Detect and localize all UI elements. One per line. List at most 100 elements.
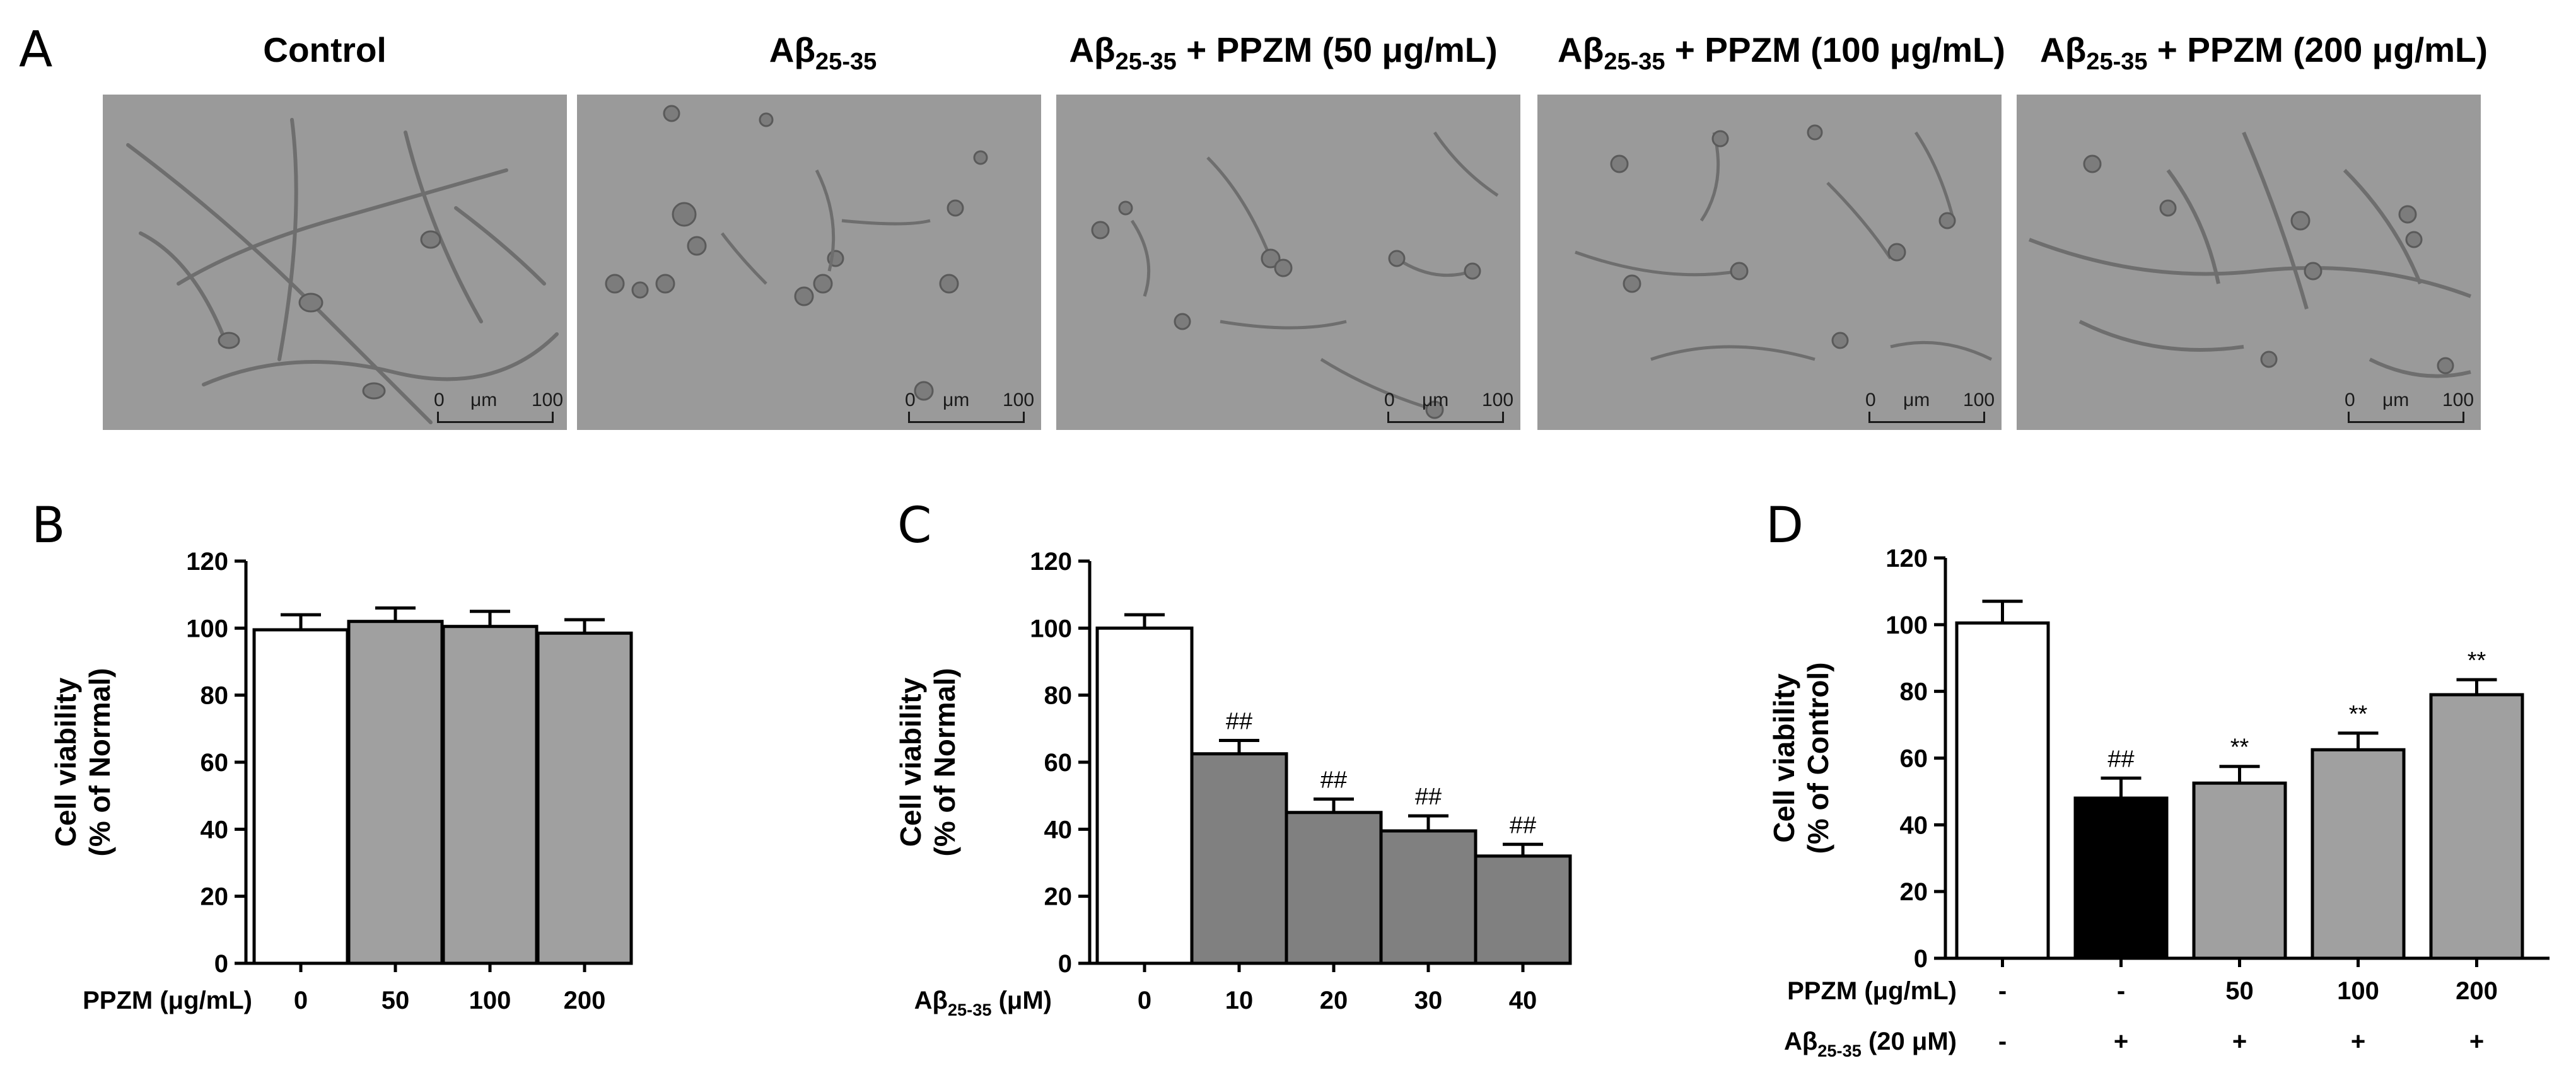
y-tick-label: 0: [1914, 945, 1928, 973]
y-tick-label: 0: [214, 950, 228, 978]
x-tick-label-2: 10: [1225, 987, 1254, 1014]
scale-bar-tick-left: [1868, 412, 1870, 423]
y-axis-label: Cell viability(% of Normal): [49, 668, 116, 857]
y-tick-label: 20: [1044, 883, 1073, 911]
micrograph-abeta: 0 μm 100: [577, 95, 1041, 430]
y-tick-label: 40: [1900, 811, 1928, 839]
scale-unit-label: μm: [470, 390, 498, 410]
chart-panel-d: 0 20 40 60 80 100 120 Cell viability(% of Contr…: [1768, 545, 2550, 1055]
scale-bar-tick-right: [552, 412, 554, 423]
scale-max-label: 100: [532, 390, 564, 410]
significance-mark-3: **: [2230, 734, 2249, 761]
scale-bar-tick-left: [437, 412, 439, 423]
significance-mark-2: ##: [1226, 708, 1252, 734]
significance-mark-2: ##: [2107, 746, 2134, 772]
scale-zero-label: 0: [1865, 390, 1876, 410]
scale-bar: [2348, 421, 2464, 423]
scale-unit-label: μm: [1903, 390, 1930, 410]
y-axis-label: Cell viability(% of Control): [1768, 662, 1834, 854]
micrograph-title-abeta: Aβ25-35: [769, 30, 877, 75]
micrograph-title-abeta-ppzm-100: Aβ25-35 + PPZM (100 μg/mL): [1558, 30, 2005, 75]
y-tick-label: 20: [1900, 878, 1928, 906]
significance-mark-4: **: [2349, 701, 2368, 728]
bar-4: [536, 631, 633, 965]
cell-image-control: [126, 118, 559, 424]
micrograph-abeta-ppzm-100: 0 μm 100: [1537, 95, 2002, 430]
row2-value-2: +: [2114, 1028, 2128, 1055]
x-tick-label-4: 30: [1414, 987, 1443, 1014]
x-tick-label-1: 0: [1138, 987, 1151, 1014]
panel-label-c: C: [897, 497, 932, 554]
y-tick-label: 60: [1044, 749, 1073, 777]
y-axis-label: Cell viability(% of Normal): [894, 668, 961, 857]
cell-image-ppzm-50: [1091, 131, 1499, 419]
bar-2: [1190, 752, 1288, 965]
x-axis-label: PPZM (μg/mL): [83, 987, 252, 1014]
row2-value-3: +: [2232, 1028, 2247, 1055]
bar-2: [2073, 796, 2169, 960]
x-axis-label: Aβ25-35 (μM): [914, 987, 1052, 1019]
bar-5: [2429, 693, 2524, 960]
y-tick-label: 80: [1900, 678, 1928, 706]
row1-value-4: 100: [2337, 977, 2379, 1005]
scale-bar-tick-left: [1387, 412, 1389, 423]
bar-3: [1285, 811, 1383, 965]
y-tick-label: 20: [201, 883, 229, 911]
scale-bar-tick-left: [908, 412, 910, 423]
row1-value-3: 50: [2225, 977, 2254, 1005]
bar-3: [441, 625, 539, 965]
bar-4: [2311, 748, 2406, 960]
row2-value-4: +: [2351, 1028, 2365, 1055]
y-tick-label: 120: [186, 548, 228, 576]
row2-label: Aβ25-35 (20 μM): [1784, 1028, 1957, 1060]
micrograph-abeta-ppzm-50: 0 μm 100: [1056, 95, 1520, 430]
y-tick-label: 60: [201, 749, 229, 777]
scale-max-label: 100: [1482, 390, 1514, 410]
x-tick-label-5: 40: [1509, 987, 1537, 1014]
row1-value-1: -: [1998, 977, 2007, 1005]
micrograph-title-abeta-ppzm-50: Aβ25-35 + PPZM (50 μg/mL): [1069, 30, 1498, 75]
x-tick-label-4: 200: [564, 987, 606, 1014]
micrograph-abeta-ppzm-200: 0 μm 100: [2017, 95, 2481, 430]
cell-image-ppzm-200: [2028, 131, 2472, 378]
y-tick-label: 60: [1900, 745, 1928, 773]
scale-bar-tick-left: [2348, 412, 2350, 423]
panel-label-b: B: [32, 497, 66, 554]
micrograph-title-control: Control: [263, 30, 387, 69]
y-tick-label: 80: [1044, 682, 1073, 710]
cell-image-abeta: [605, 105, 988, 401]
y-tick-label: 100: [1030, 615, 1072, 642]
scale-zero-label: 0: [1384, 390, 1395, 410]
y-tick-label: 100: [1885, 612, 1928, 639]
scale-bar: [1868, 421, 1985, 423]
row1-value-5: 200: [2456, 977, 2498, 1005]
bar-1: [1955, 621, 2050, 960]
cell-image-ppzm-100: [1575, 124, 1993, 361]
x-tick-label-3: 100: [469, 987, 511, 1014]
scale-max-label: 100: [1963, 390, 1995, 410]
scale-max-label: 100: [1003, 390, 1035, 410]
scale-zero-label: 0: [905, 390, 916, 410]
x-tick-label-1: 0: [294, 987, 308, 1014]
bar-3: [2192, 781, 2287, 960]
y-tick-label: 40: [1044, 816, 1073, 844]
scale-zero-label: 0: [2345, 390, 2355, 410]
scale-bar: [437, 421, 554, 423]
scale-unit-label: μm: [2382, 390, 2410, 410]
panel-label-d: D: [1766, 497, 1804, 554]
scale-bar: [1387, 421, 1504, 423]
y-tick-label: 120: [1885, 545, 1928, 572]
scale-unit-label: μm: [943, 390, 970, 410]
significance-mark-3: ##: [1320, 767, 1347, 793]
panel-label-a: A: [19, 21, 53, 78]
scale-max-label: 100: [2442, 390, 2474, 410]
row1-label: PPZM (μg/mL): [1787, 977, 1957, 1005]
scale-bar-tick-right: [1502, 412, 1504, 423]
scale-bar-tick-right: [2462, 412, 2464, 423]
bar-2: [347, 620, 444, 965]
scale-bar: [908, 421, 1025, 423]
chart-panel-b: 0 20 40 60 80 100 120 Cell viability(% of Norma…: [49, 548, 633, 1014]
bar-1: [1095, 626, 1194, 965]
